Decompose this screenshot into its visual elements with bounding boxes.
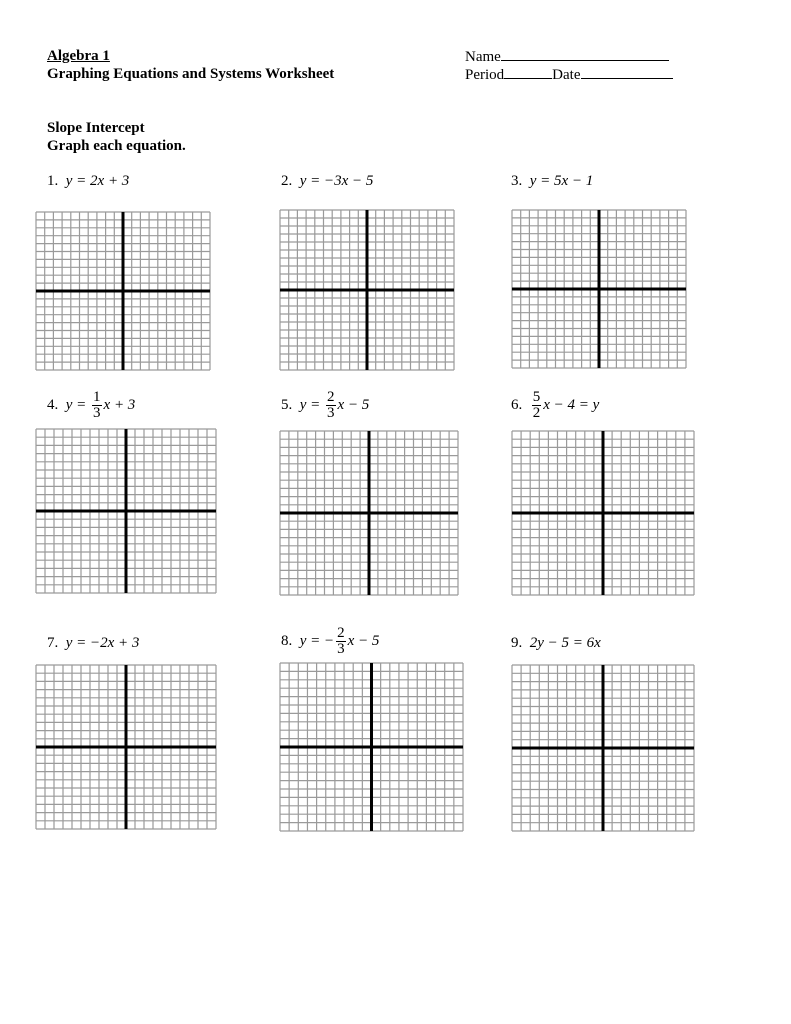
problem-number: 8. bbox=[281, 632, 296, 649]
problem-9-coordinate-grid[interactable] bbox=[511, 664, 695, 832]
equation-text: y = −3x − 5 bbox=[299, 173, 374, 189]
fraction-denominator: 3 bbox=[327, 405, 335, 421]
problem-8-equation: 8. y = −2 3 x − 5 bbox=[281, 626, 379, 657]
problem-7-coordinate-grid[interactable] bbox=[35, 664, 217, 830]
date-label: Date bbox=[552, 67, 581, 83]
problem-8-coordinate-grid[interactable] bbox=[279, 662, 464, 832]
equation-text: x − 4 = y bbox=[543, 396, 600, 413]
problem-number: 3. bbox=[511, 173, 526, 189]
equation-text: x − 5 bbox=[347, 632, 380, 649]
fraction-numerator: 5 bbox=[531, 389, 542, 406]
problem-3-equation: 3. y = 5x − 1 bbox=[511, 172, 593, 190]
problem-number: 7. bbox=[47, 635, 62, 651]
problem-1-equation: 1. y = 2x + 3 bbox=[47, 172, 129, 190]
worksheet-title: Graphing Equations and Systems Worksheet bbox=[47, 66, 335, 82]
equation-text: y = 5x − 1 bbox=[529, 173, 594, 189]
equation-text: y = bbox=[299, 396, 325, 413]
fraction-numerator: 2 bbox=[326, 389, 336, 406]
equation-text: y = −2x + 3 bbox=[65, 635, 140, 651]
problem-3-coordinate-grid[interactable] bbox=[511, 209, 687, 369]
problem-number: 6. bbox=[511, 396, 526, 413]
fraction-numerator: 1 bbox=[92, 389, 102, 406]
name-field[interactable]: Name bbox=[465, 47, 669, 66]
period-label: Period bbox=[465, 67, 505, 83]
equation-text: 2y − 5 = 6x bbox=[529, 635, 601, 651]
fraction-denominator: 2 bbox=[532, 405, 541, 421]
problem-number: 2. bbox=[281, 173, 296, 189]
problem-number: 1. bbox=[47, 173, 62, 189]
problem-7-equation: 7. y = −2x + 3 bbox=[47, 634, 139, 652]
fraction-denominator: 3 bbox=[93, 405, 101, 421]
problem-2-equation: 2. y = −3x − 5 bbox=[281, 172, 373, 190]
equation-text: y = 2x + 3 bbox=[65, 173, 130, 189]
fraction-numerator: 2 bbox=[336, 625, 346, 642]
problem-number: 4. bbox=[47, 396, 62, 413]
equation-text: x − 5 bbox=[337, 396, 370, 413]
problem-9-equation: 9. 2y − 5 = 6x bbox=[511, 634, 601, 652]
equation-text: y = bbox=[65, 396, 91, 413]
period-date-field[interactable]: Period Date bbox=[465, 65, 673, 84]
section-title: Slope Intercept bbox=[47, 120, 145, 136]
problem-1-coordinate-grid[interactable] bbox=[35, 211, 211, 371]
problem-6-coordinate-grid[interactable] bbox=[511, 430, 695, 596]
fraction-denominator: 3 bbox=[337, 641, 345, 657]
section-instruction: Graph each equation. bbox=[47, 138, 186, 154]
problem-number: 5. bbox=[281, 396, 296, 413]
equation-text: y = − bbox=[299, 632, 335, 649]
equation-text: x + 3 bbox=[103, 396, 136, 413]
course-title: Algebra 1 bbox=[47, 48, 110, 64]
problem-2-coordinate-grid[interactable] bbox=[279, 209, 455, 371]
problem-number: 9. bbox=[511, 635, 526, 651]
name-label: Name bbox=[465, 49, 501, 65]
problem-5-coordinate-grid[interactable] bbox=[279, 430, 459, 596]
problem-4-coordinate-grid[interactable] bbox=[35, 428, 217, 594]
